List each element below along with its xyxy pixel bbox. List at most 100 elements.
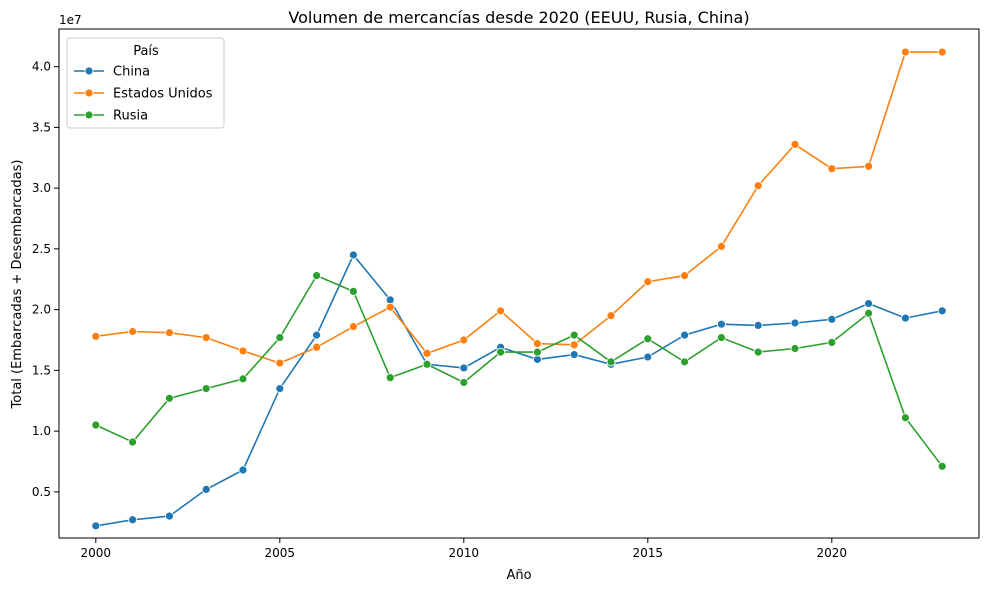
data-point-china	[864, 299, 873, 308]
data-point-rusia	[643, 334, 653, 344]
series-lines	[95, 51, 943, 527]
legend-items: China Estados Unidos Rusia	[74, 65, 213, 124]
data-point-china	[680, 330, 689, 340]
data-point-estados-unidos	[91, 331, 101, 341]
data-point-estados-unidos	[901, 47, 910, 57]
data-point-estados-unidos	[827, 164, 837, 174]
data-point-rusia	[680, 357, 689, 367]
data-point-rusia	[606, 357, 616, 367]
x-tick-label: 2005	[265, 546, 296, 560]
data-point-rusia	[827, 338, 837, 347]
data-point-estados-unidos	[606, 311, 616, 321]
data-point-rusia	[459, 378, 469, 387]
chart-title: Volumen de mercancías desde 2020 (EEUU, …	[288, 8, 749, 27]
data-point-rusia	[275, 333, 285, 342]
y-tick-label: 0.5	[32, 485, 51, 499]
data-point-estados-unidos	[937, 47, 947, 57]
data-point-estados-unidos	[422, 348, 432, 358]
data-point-china	[827, 314, 837, 324]
data-point-rusia	[128, 437, 138, 447]
data-point-estados-unidos	[312, 342, 322, 352]
data-point-rusia	[91, 420, 101, 430]
data-point-estados-unidos	[201, 333, 211, 342]
data-point-china	[937, 306, 947, 316]
legend-label-china: China	[113, 65, 150, 80]
series-line-china	[95, 253, 943, 527]
data-point-china	[459, 363, 469, 373]
data-point-china	[128, 515, 138, 525]
data-point-rusia	[717, 333, 726, 342]
data-point-rusia	[348, 286, 358, 296]
data-point-china	[753, 321, 763, 330]
data-point-china	[533, 355, 542, 364]
data-point-rusia	[569, 330, 579, 340]
legend-title: País	[133, 44, 159, 59]
data-point-estados-unidos	[753, 181, 763, 191]
series-line-estados-unidos	[95, 51, 943, 364]
data-point-estados-unidos	[533, 339, 542, 349]
data-point-rusia	[533, 347, 542, 357]
y-tick-label: 1.5	[32, 363, 51, 377]
data-point-estados-unidos	[680, 271, 689, 281]
y-axis-label: Total (Embarcadas + Desembarcadas)	[10, 160, 25, 410]
y-axis-ticks: 0.5 1.0 1.5 2.0 2.5 3.0 3.5 4.0	[32, 60, 59, 499]
data-point-china	[717, 319, 726, 329]
data-point-china	[901, 313, 910, 323]
legend: País China Estados Unidos Rusia	[66, 37, 225, 129]
data-point-rusia	[312, 271, 322, 281]
data-point-rusia	[201, 384, 211, 393]
x-axis-ticks: 2000 2005 2010 2015 2020	[81, 538, 848, 560]
legend-label-estados-unidos: Estados Unidos	[113, 87, 213, 102]
series-points	[91, 47, 947, 531]
data-point-china	[385, 295, 395, 305]
data-point-rusia	[753, 347, 763, 357]
data-point-estados-unidos	[164, 328, 174, 338]
data-point-china	[643, 352, 653, 362]
legend-marker-estados-unidos	[84, 88, 94, 98]
data-point-china	[790, 318, 800, 328]
data-point-china	[238, 465, 248, 475]
data-point-rusia	[422, 359, 432, 369]
data-point-china	[569, 350, 579, 359]
data-point-estados-unidos	[643, 277, 653, 287]
data-point-estados-unidos	[275, 358, 285, 368]
data-point-estados-unidos	[717, 242, 726, 251]
series-line-rusia	[95, 274, 943, 467]
y-scale-label: 1e7	[59, 13, 82, 27]
x-tick-label: 2020	[817, 546, 848, 560]
data-point-estados-unidos	[238, 346, 248, 356]
data-point-estados-unidos	[385, 302, 395, 312]
legend-box	[66, 37, 225, 129]
data-point-estados-unidos	[569, 340, 579, 350]
data-point-rusia	[937, 461, 947, 471]
data-point-rusia	[901, 413, 910, 423]
data-point-china	[164, 511, 174, 521]
data-point-estados-unidos	[459, 335, 469, 345]
y-tick-label: 4.0	[32, 60, 51, 74]
data-point-rusia	[164, 393, 174, 403]
y-tick-label: 1.0	[32, 424, 51, 438]
legend-marker-rusia	[84, 110, 94, 120]
data-point-rusia	[238, 374, 248, 384]
data-point-estados-unidos	[348, 322, 358, 332]
data-point-estados-unidos	[496, 306, 506, 316]
data-point-china	[275, 384, 285, 393]
data-point-china	[91, 521, 101, 531]
x-tick-label: 2000	[81, 546, 112, 560]
data-point-rusia	[385, 373, 395, 383]
y-tick-label: 3.5	[32, 120, 51, 134]
data-point-rusia	[790, 344, 800, 353]
legend-marker-china	[84, 66, 94, 76]
y-tick-label: 2.0	[32, 303, 51, 317]
x-axis-label: Año	[506, 568, 531, 583]
legend-label-rusia: Rusia	[113, 109, 148, 124]
y-tick-label: 3.0	[32, 181, 51, 195]
data-point-rusia	[864, 308, 873, 318]
data-point-china	[348, 250, 358, 260]
x-tick-label: 2010	[449, 546, 480, 560]
data-point-estados-unidos	[790, 140, 800, 149]
data-point-china	[312, 330, 322, 340]
x-tick-label: 2015	[633, 546, 664, 560]
